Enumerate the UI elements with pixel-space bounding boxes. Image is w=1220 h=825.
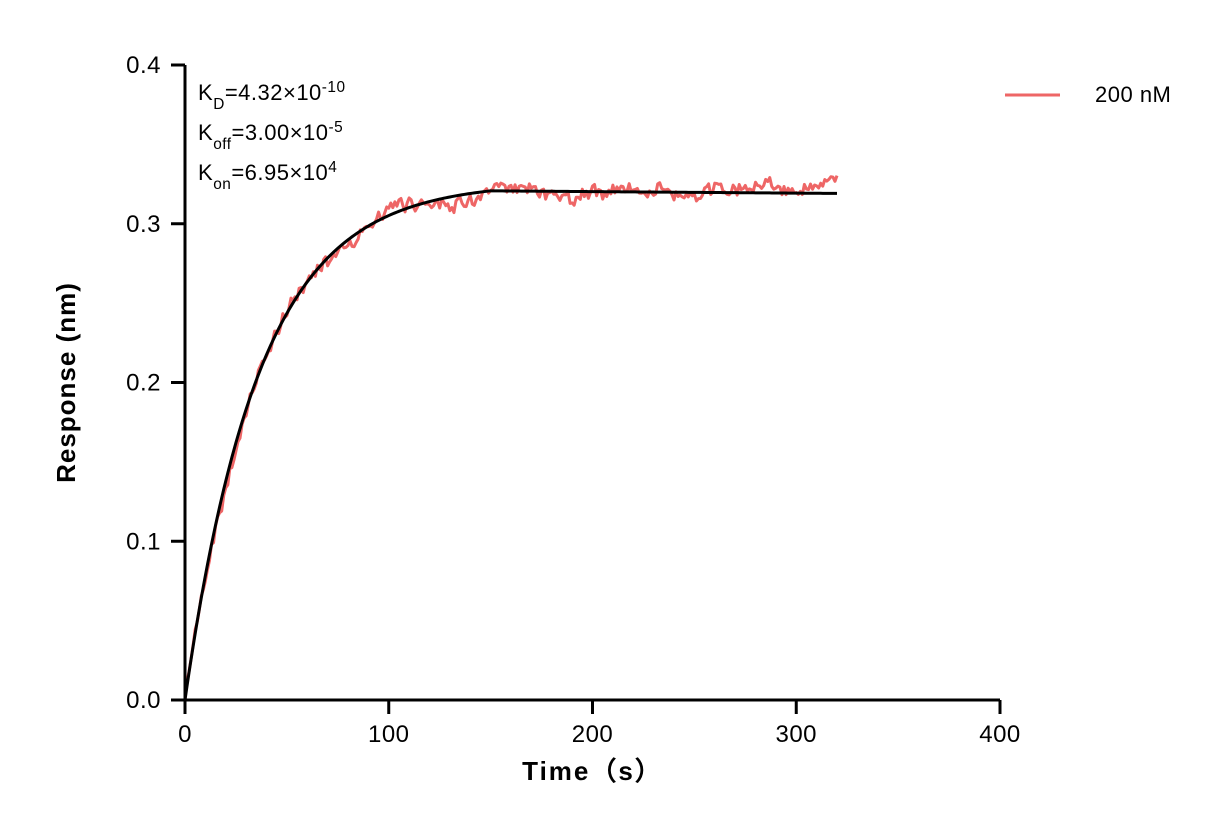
y-axis-label: Response (nm) (51, 282, 81, 483)
legend: 200 nM (1005, 82, 1171, 107)
x-tick-label: 0 (178, 721, 192, 748)
y-tick-label: 0.4 (126, 52, 161, 79)
x-ticks: 0 100 200 300 400 (178, 700, 1021, 748)
chart-svg: 0 100 200 300 400 0.0 0.1 0.2 0.3 0.4 Time（s） Re… (0, 0, 1220, 825)
x-tick-label: 300 (775, 721, 817, 748)
legend-label: 200 nM (1095, 82, 1171, 107)
y-ticks: 0.0 0.1 0.2 0.3 0.4 (126, 52, 185, 714)
y-tick-label: 0.1 (126, 528, 161, 555)
y-tick-label: 0.2 (126, 370, 161, 397)
y-tick-label: 0.3 (126, 211, 161, 238)
kinetics-chart: 0 100 200 300 400 0.0 0.1 0.2 0.3 0.4 Time（s） Re… (0, 0, 1220, 825)
x-tick-label: 200 (572, 721, 614, 748)
x-tick-label: 100 (368, 721, 410, 748)
y-tick-label: 0.0 (126, 687, 161, 714)
x-axis-label: Time（s） (522, 756, 663, 786)
x-tick-label: 400 (979, 721, 1021, 748)
